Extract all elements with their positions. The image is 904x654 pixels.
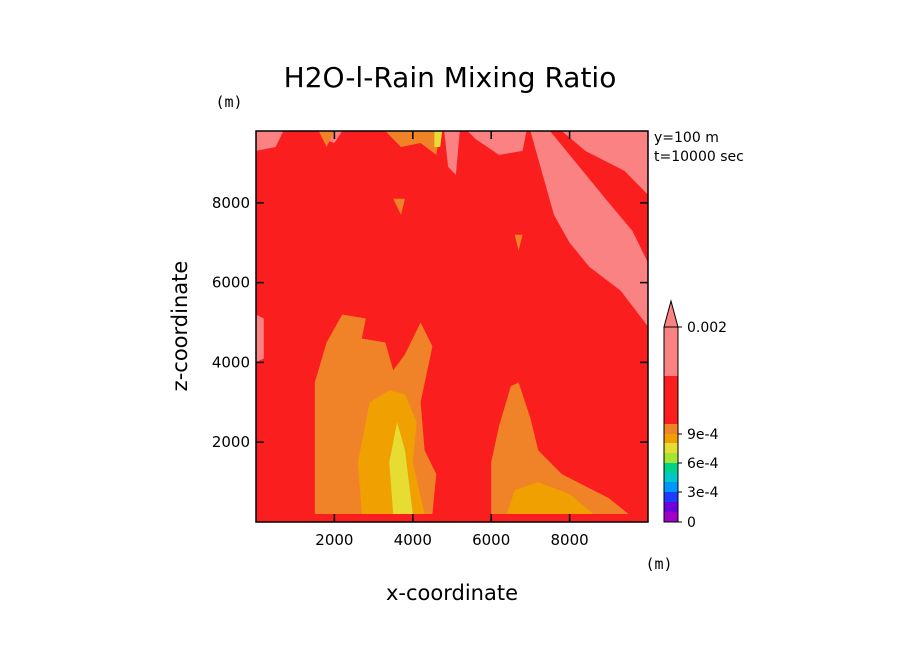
colorbar-label: 3e-4 <box>687 485 719 501</box>
y-tick-label: 4000 <box>212 353 250 371</box>
colorbar-segment <box>664 434 678 443</box>
y-axis-label: z-coordinate <box>168 261 192 392</box>
contour-region-pink <box>256 314 264 363</box>
colorbar-segment <box>664 482 678 492</box>
colorbar-segment <box>664 473 678 482</box>
y-tick-label: 8000 <box>212 194 250 212</box>
contour-region-pink <box>256 131 284 151</box>
contour-region-darkorange <box>506 482 594 514</box>
x-unit-label: (m) <box>645 555 672 573</box>
x-axis-label: x-coordinate <box>386 581 518 605</box>
plot-area <box>255 130 649 523</box>
colorbar-label: 0.002 <box>687 320 727 336</box>
contour-region-orange <box>393 198 405 215</box>
annotation-y: y=100 m <box>654 130 719 146</box>
colorbar: 0 3e-4 6e-4 9e-4 0.002 <box>663 299 727 531</box>
colorbar-frame <box>663 326 679 523</box>
chart-title: H2O-l-Rain Mixing Ratio <box>284 61 617 94</box>
colorbar-segment <box>664 463 678 473</box>
contour-region-yellow <box>434 131 443 147</box>
colorbar-label: 9e-4 <box>687 427 719 443</box>
x-tick-label: 2000 <box>315 531 353 549</box>
colorbar-segment <box>664 443 678 453</box>
contour-region-pink <box>444 131 460 175</box>
contour-region-pink <box>467 131 527 155</box>
colorbar-segment <box>664 424 678 434</box>
colorbar-extend-arrow <box>663 299 679 328</box>
contour-region-orange <box>318 131 335 147</box>
y-tick-label: 2000 <box>212 433 250 451</box>
contour-region-orange <box>514 234 523 251</box>
annotation-t: t=10000 sec <box>654 149 744 165</box>
x-tick-label: 8000 <box>551 531 589 549</box>
x-tick-label: 4000 <box>394 531 432 549</box>
contour-region-orange <box>491 382 629 514</box>
colorbar-label: 0 <box>687 515 696 531</box>
y-unit-label: (m) <box>215 93 242 111</box>
contour-region-pink <box>561 131 648 195</box>
colorbar-label: 6e-4 <box>687 456 719 472</box>
contour-region-light <box>565 206 605 239</box>
colorbar-segment <box>664 512 678 522</box>
colorbar-segment <box>664 376 678 424</box>
y-tick-label: 6000 <box>212 274 250 292</box>
axis-ticks: 2000 4000 6000 8000 2000 4000 6000 8000 <box>212 131 648 549</box>
contour-region-yellow <box>389 422 413 514</box>
contour-region-orange <box>385 131 441 155</box>
colorbar-segment <box>664 492 678 502</box>
colorbar-segment <box>664 502 678 512</box>
colorbar-segment <box>664 327 678 376</box>
x-tick-label: 6000 <box>472 531 510 549</box>
plot-frame <box>255 130 649 523</box>
colorbar-segment <box>664 453 678 463</box>
